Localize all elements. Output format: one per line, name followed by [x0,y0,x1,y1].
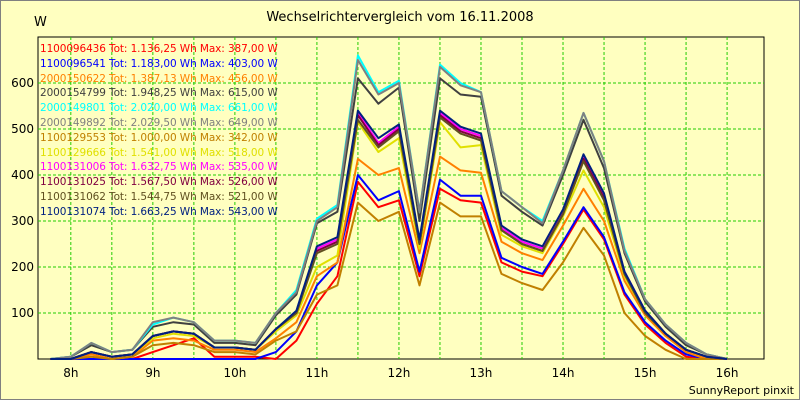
x-tick-label: 13h [470,366,493,380]
legend-entry: 1100131062 Tot: 1.544,75 Wh Max: 521,00 … [40,190,278,203]
legend-entry: 2000154799 Tot: 1.948,25 Wh Max: 615,00 … [40,87,278,100]
legend-entry: 1100129553 Tot: 1.000,00 Wh Max: 342,00 … [40,131,278,144]
series-line-2000154799 [50,77,728,360]
x-tick-label: 16h [716,366,739,380]
y-tick-label: 200 [11,260,34,274]
legend-entry: 1100131006 Tot: 1.632,75 Wh Max: 535,00 … [40,161,278,174]
y-tick-label: 400 [11,168,34,182]
legend-entry: 2000149892 Tot: 2.029,50 Wh Max: 649,00 … [40,116,278,129]
chart-title: Wechselrichtervergleich vom 16.11.2008 [266,10,534,25]
series-line-2000149892 [50,59,728,360]
x-tick-label: 9h [145,366,160,380]
x-tick-label: 12h [388,366,411,380]
y-axis-unit: W [34,15,47,30]
legend-entry: 1100131025 Tot: 1.567,50 Wh Max: 526,00 … [40,176,278,189]
chart-legend: 1100096436 Tot: 1.136,25 Wh Max: 387,00 … [40,42,278,220]
series-line-1100129666 [50,121,728,360]
x-tick-label: 15h [634,366,657,380]
legend-entry: 1100131074 Tot: 1.663,25 Wh Max: 543,00 … [40,205,278,218]
y-tick-label: 500 [11,122,34,136]
legend-entry: 1100096541 Tot: 1.183,00 Wh Max: 403,00 … [40,57,278,70]
x-tick-label: 11h [305,366,328,380]
legend-entry: 2000150622 Tot: 1.387,13 Wh Max: 456,00 … [40,72,278,85]
y-tick-label: 300 [11,214,34,228]
series-line-1100131074 [50,109,728,360]
credit-label: SunnyReport pinxit [688,384,794,397]
y-tick-label: 600 [11,76,34,90]
series-line-2000150622 [50,155,728,360]
legend-entry: 2000149801 Tot: 2.020,00 Wh Max: 661,00 … [40,102,278,115]
x-tick-label: 8h [63,366,78,380]
x-tick-label: 14h [552,366,575,380]
legend-entry: 1100096436 Tot: 1.136,25 Wh Max: 387,00 … [40,43,278,55]
plot-area [37,36,765,360]
series-line-1100129553 [50,201,728,360]
legend-entry: 1100129666 Tot: 1.541,00 Wh Max: 518,00 … [40,146,278,159]
x-tick-label: 10h [223,366,246,380]
y-tick-label: 100 [11,306,34,320]
series-line-1100096541 [50,174,728,360]
